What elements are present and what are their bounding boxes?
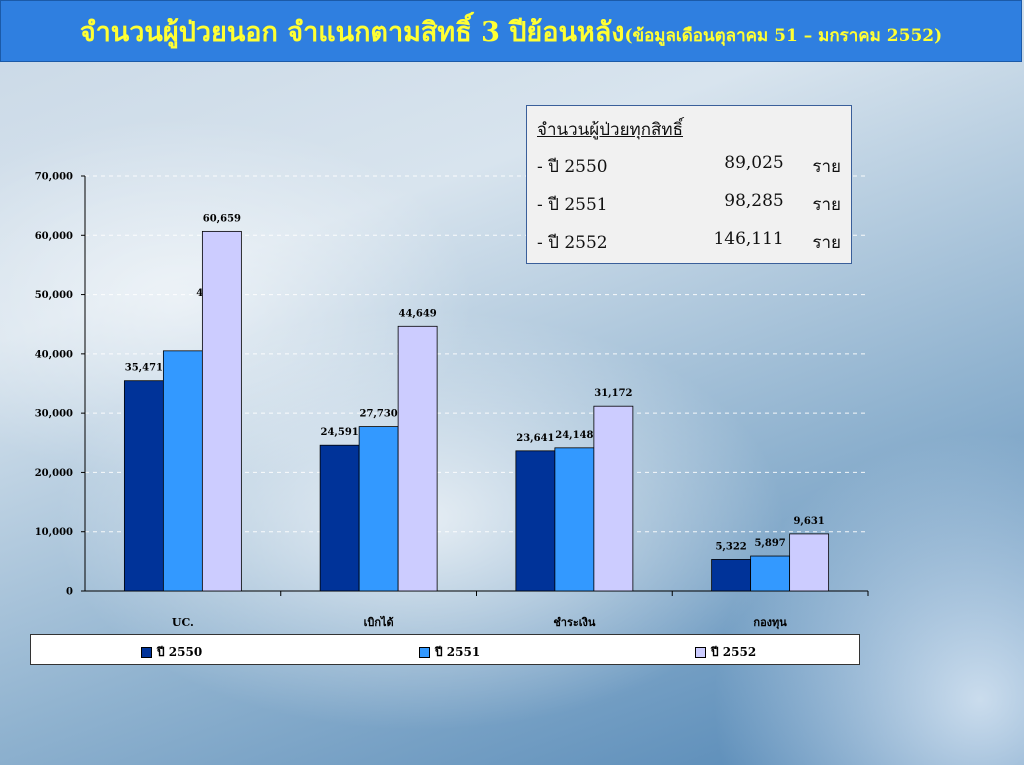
bar xyxy=(397,325,438,592)
bar xyxy=(515,450,556,592)
summary-row-unit: ราย xyxy=(812,233,841,253)
bar xyxy=(711,559,752,592)
legend-item: ปี 2552 xyxy=(695,643,756,662)
bar xyxy=(358,426,399,592)
page-title: จำนวนผู้ป่วยนอก จำแนกตามสิทธิ์ 3 ปีย้อนห… xyxy=(80,10,942,53)
legend-label: ปี 2552 xyxy=(711,645,757,659)
summary-heading: จำนวนผู้ป่วยทุกสิทธิ์ xyxy=(537,120,684,140)
data-label: 31,172 xyxy=(594,388,632,399)
data-label: 5,322 xyxy=(715,541,746,552)
bar xyxy=(123,380,164,592)
legend-label: ปี 2551 xyxy=(435,645,481,659)
legend-label: ปี 2550 xyxy=(157,645,203,659)
summary-row-label: - ปี 2550 xyxy=(537,157,608,177)
chart-legend: ปี 2550 ปี 2551 ปี 2552 xyxy=(30,634,860,665)
summary-row-unit: ราย xyxy=(812,157,841,177)
summary-box: จำนวนผู้ป่วยทุกสิทธิ์ - ปี 2550 89,025 ร… xyxy=(526,105,852,264)
summary-row-unit: ราย xyxy=(812,195,841,215)
data-label: 24,591 xyxy=(320,427,358,438)
y-tick-label: 30,000 xyxy=(35,409,73,420)
data-label: 23,641 xyxy=(516,433,554,444)
legend-item: ปี 2551 xyxy=(419,643,480,662)
y-tick-label: 50,000 xyxy=(35,290,73,301)
data-label: 24,148 xyxy=(555,430,593,441)
summary-row-value: 146,111 xyxy=(713,229,784,249)
summary-row-label: - ปี 2552 xyxy=(537,233,608,253)
bar xyxy=(162,350,203,592)
legend-swatch xyxy=(695,647,706,658)
x-tick-label: กองทุน xyxy=(753,616,787,630)
bar xyxy=(201,230,242,592)
x-tick-label: เบิกได้ xyxy=(364,615,394,629)
x-tick-label: ชำระเงิน xyxy=(553,616,596,629)
data-label: 27,730 xyxy=(359,409,397,420)
bar xyxy=(789,533,830,592)
x-tick-label: UC. xyxy=(172,616,194,629)
y-tick-label: 0 xyxy=(66,587,73,598)
bar xyxy=(750,555,791,592)
data-label: 9,631 xyxy=(793,516,824,527)
summary-row: - ปี 2551 98,285 ราย xyxy=(537,191,841,229)
y-tick-label: 40,000 xyxy=(35,349,73,360)
title-main: จำนวนผู้ป่วยนอก จำแนกตามสิทธิ์ 3 ปีย้อนห… xyxy=(79,16,625,48)
title-bar: จำนวนผู้ป่วยนอก จำแนกตามสิทธิ์ 3 ปีย้อนห… xyxy=(0,0,1022,62)
data-label: 44,649 xyxy=(398,308,436,319)
summary-row-value: 89,025 xyxy=(724,153,784,173)
y-tick-label: 10,000 xyxy=(35,527,73,538)
data-label: 5,897 xyxy=(754,538,785,549)
bar xyxy=(593,405,634,592)
y-tick-label: 70,000 xyxy=(35,172,73,183)
legend-swatch xyxy=(141,647,152,658)
legend-swatch xyxy=(419,647,430,658)
data-label: 60,659 xyxy=(203,213,241,224)
title-subtitle: (ข้อมูลเดือนตุลาคม 51 – มกราคม 2552) xyxy=(624,25,943,46)
summary-row: - ปี 2552 146,111 ราย xyxy=(537,229,841,267)
summary-row: - ปี 2550 89,025 ราย xyxy=(537,153,841,191)
summary-row-label: - ปี 2551 xyxy=(537,195,608,215)
y-tick-label: 20,000 xyxy=(35,468,73,479)
bar xyxy=(554,447,595,592)
data-label: 35,471 xyxy=(125,363,163,374)
bar xyxy=(319,444,360,592)
legend-item: ปี 2550 xyxy=(141,643,202,662)
y-tick-label: 60,000 xyxy=(35,231,73,242)
summary-row-value: 98,285 xyxy=(724,191,784,211)
